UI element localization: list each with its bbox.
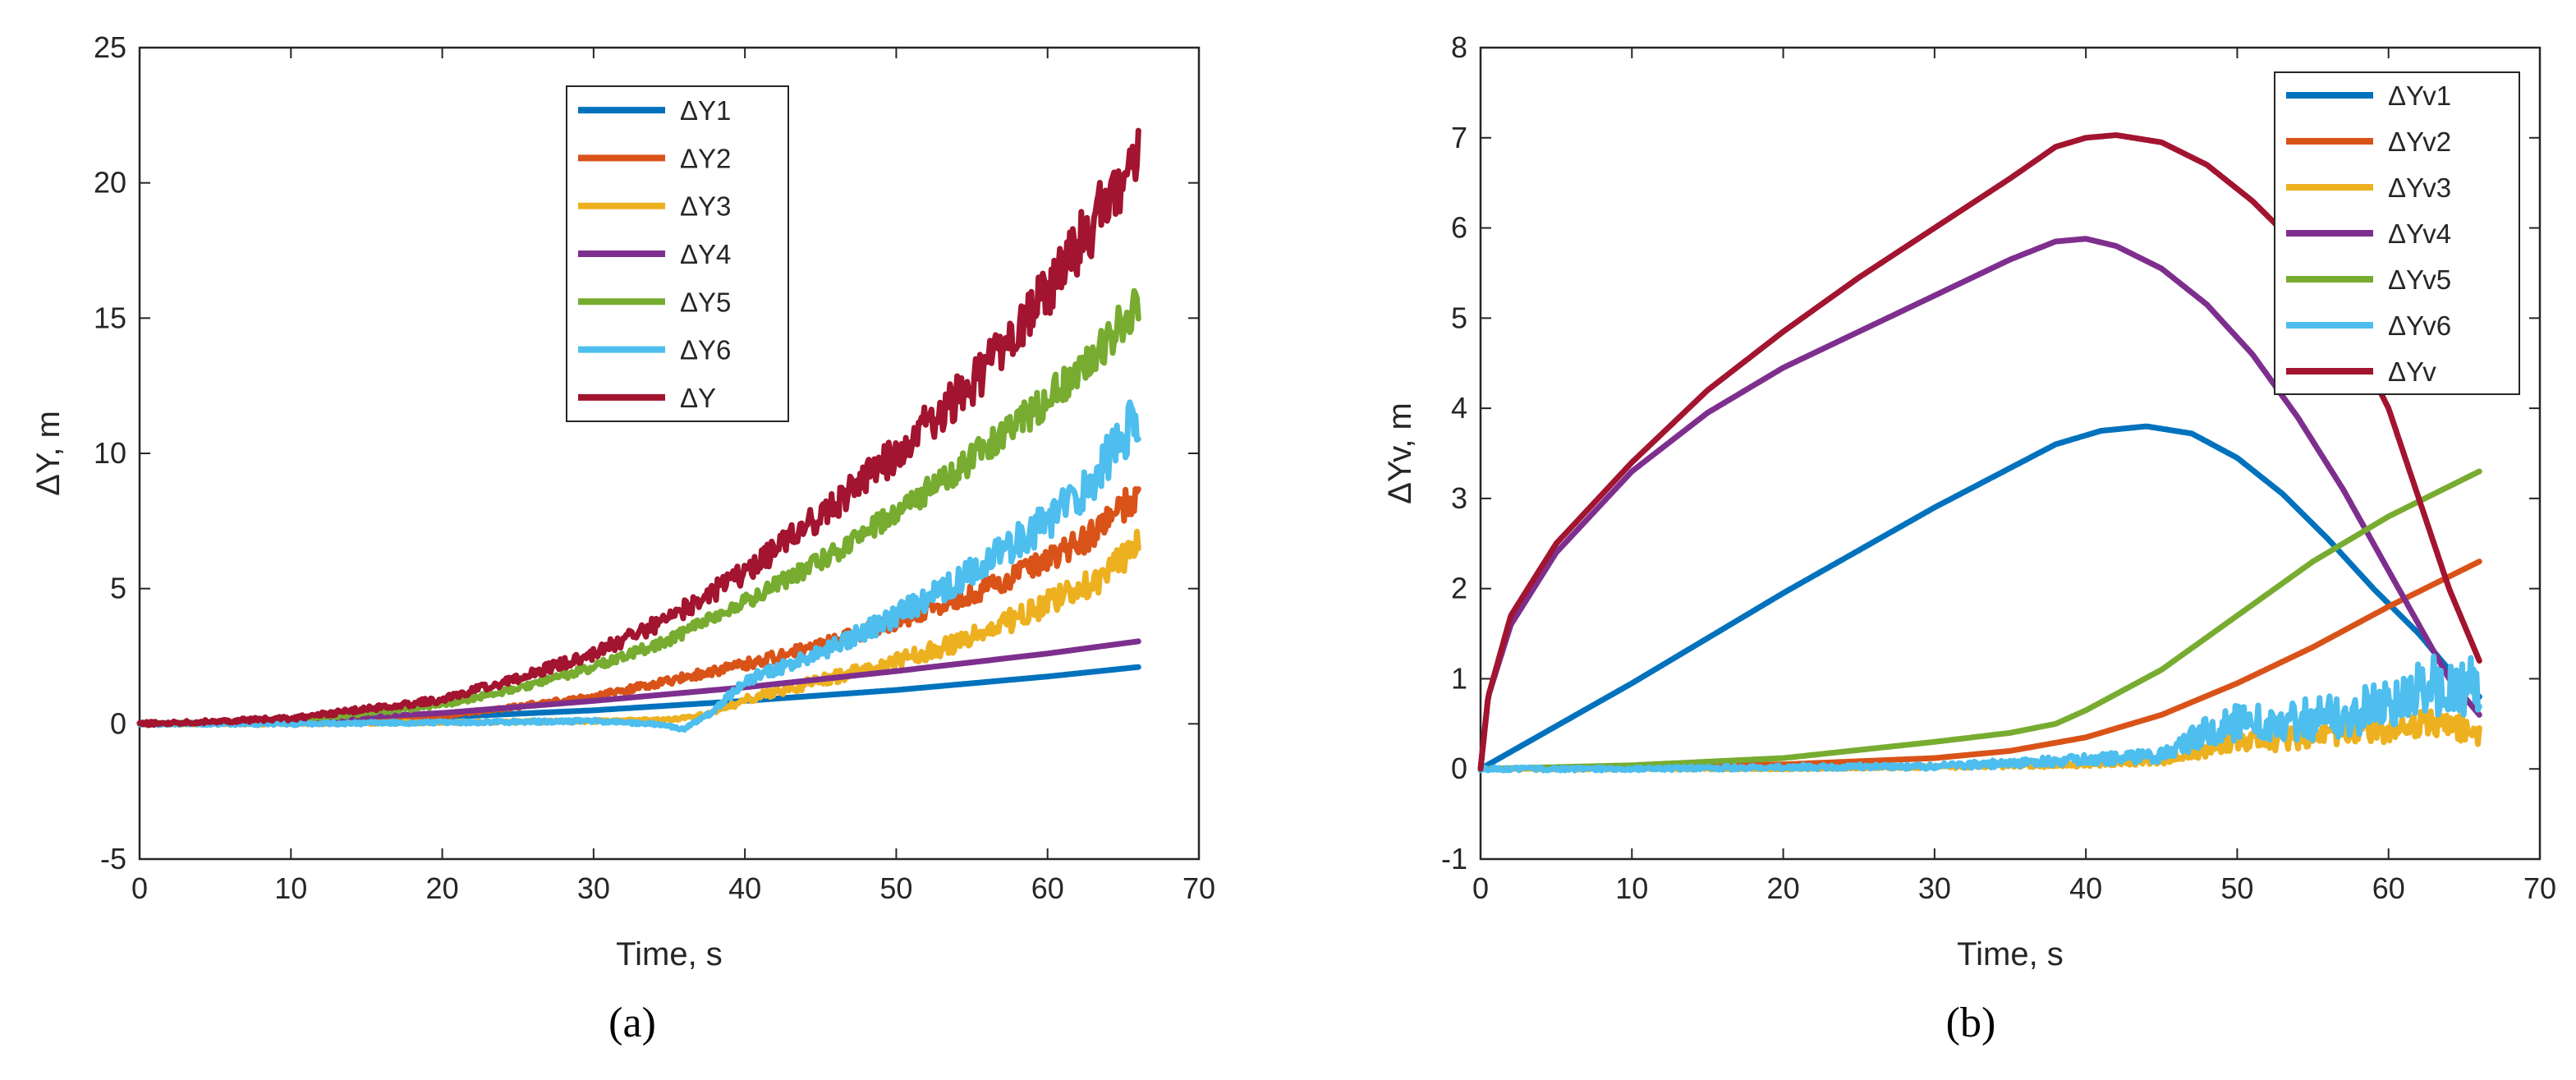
a-x-tick-label: 50	[879, 871, 912, 905]
a-legend-label: ΔY2	[680, 143, 731, 173]
a-legend-label: ΔY6	[680, 335, 731, 365]
a-x-tick-label: 40	[728, 871, 761, 905]
b-y-tick-label: 5	[1451, 301, 1467, 334]
panel-b-caption: (b)	[1946, 1000, 1996, 1046]
b-x-tick-label: 0	[1472, 871, 1489, 905]
b-x-tick-label: 50	[2220, 871, 2253, 905]
b-y-tick-label: 0	[1451, 751, 1467, 785]
a-legend-label: ΔY3	[680, 191, 731, 222]
a-x-tick-label: 20	[426, 871, 459, 905]
b-y-tick-label: 3	[1451, 481, 1467, 515]
panel-a-series	[136, 127, 1141, 733]
a-legend-label: ΔY	[680, 383, 716, 413]
a-y-tick-label: 10	[94, 436, 126, 470]
b-legend-label: ΔYv	[2388, 356, 2436, 387]
a-series-line	[136, 127, 1141, 728]
a-series-line	[136, 399, 1141, 733]
b-legend-label: ΔYv6	[2388, 310, 2451, 341]
b-x-tick-label: 70	[2523, 871, 2556, 905]
panel-a-caption: (a)	[608, 1000, 656, 1046]
a-y-tick-label: 25	[94, 30, 126, 64]
panel-b-x-axis-label: Time, s	[1957, 936, 2064, 972]
b-legend-label: ΔYv2	[2388, 126, 2451, 157]
a-y-tick-label: 15	[94, 301, 126, 334]
b-y-tick-label: -1	[1441, 842, 1467, 875]
b-y-tick-label: 6	[1451, 211, 1467, 245]
a-legend-label: ΔY1	[680, 95, 731, 126]
b-series-line	[1477, 468, 2482, 772]
b-legend-label: ΔYv4	[2388, 218, 2451, 249]
a-x-tick-label: 30	[577, 871, 610, 905]
b-x-tick-label: 60	[2372, 871, 2405, 905]
b-x-tick-label: 10	[1615, 871, 1648, 905]
panel-b-series	[1477, 132, 2482, 774]
panel-b-y-axis-label: ΔYv, m	[1382, 402, 1418, 504]
panel-b-legend: ΔYv1 ΔYv2 ΔYv3 ΔYv4 ΔYv5 ΔYv6 ΔYv	[2274, 71, 2520, 395]
a-x-tick-label: 70	[1182, 871, 1215, 905]
b-series-line	[1477, 423, 2482, 772]
b-series-line	[1477, 653, 2482, 774]
a-x-tick-label: 10	[274, 871, 307, 905]
b-x-tick-label: 40	[2069, 871, 2102, 905]
b-y-tick-label: 4	[1451, 391, 1467, 425]
b-y-tick-label: 7	[1451, 121, 1467, 154]
panel-a-legend: ΔY1 ΔY2 ΔY3 ΔY4 ΔY5 ΔY6 ΔY	[566, 85, 789, 422]
a-legend-label: ΔY5	[680, 287, 731, 317]
b-y-tick-label: 1	[1451, 661, 1467, 695]
a-y-tick-label: 5	[110, 572, 126, 605]
b-legend-label: ΔYv5	[2388, 264, 2451, 295]
b-y-tick-label: 8	[1451, 30, 1467, 64]
a-y-tick-label: 0	[110, 706, 126, 740]
a-y-tick-label: 20	[94, 166, 126, 200]
panel-a-y-axis-label: ΔY, m	[30, 411, 67, 496]
a-x-tick-label: 0	[131, 871, 148, 905]
b-legend-label: ΔYv3	[2388, 172, 2451, 203]
panel-a-x-axis-label: Time, s	[616, 936, 723, 972]
b-x-tick-label: 30	[1918, 871, 1951, 905]
b-series-line	[1477, 236, 2482, 772]
a-legend-label: ΔY4	[680, 239, 731, 269]
b-y-tick-label: 2	[1451, 572, 1467, 605]
b-x-tick-label: 20	[1767, 871, 1800, 905]
b-legend-label: ΔYv1	[2388, 80, 2451, 111]
a-y-tick-label: -5	[100, 842, 126, 875]
a-x-tick-label: 60	[1031, 871, 1064, 905]
